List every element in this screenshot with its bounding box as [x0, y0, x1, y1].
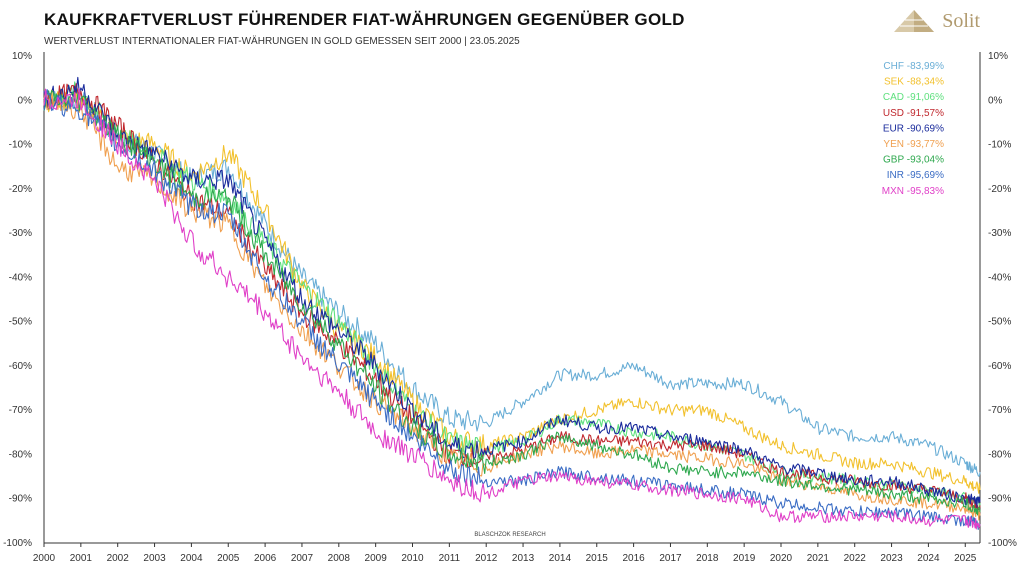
- y-tick-label-right: -70%: [988, 405, 1011, 416]
- x-tick-label: 2017: [659, 553, 682, 564]
- y-tick-label-right: 0%: [988, 95, 1003, 106]
- x-tick-label: 2022: [844, 553, 867, 564]
- y-tick-label-right: 10%: [988, 51, 1008, 62]
- y-tick-label-right: -30%: [988, 228, 1011, 239]
- x-tick-label: 2003: [143, 553, 166, 564]
- x-tick-label: 2020: [770, 553, 793, 564]
- x-tick-label: 2011: [439, 553, 461, 564]
- legend-item-yen: YEN -93,77%: [883, 139, 944, 150]
- y-tick-label-left: 0%: [18, 95, 33, 106]
- x-tick-label: 2009: [365, 553, 388, 564]
- x-tick-label: 2008: [328, 553, 351, 564]
- legend-item-chf: CHF -83,99%: [883, 61, 944, 72]
- x-tick-label: 2005: [217, 553, 240, 564]
- x-tick-label: 2006: [254, 553, 277, 564]
- y-tick-label-left: -50%: [9, 317, 32, 328]
- y-tick-label-right: -90%: [988, 494, 1011, 505]
- legend-item-inr: INR -95,69%: [887, 170, 944, 181]
- legend-item-sek: SEK -88,34%: [884, 77, 944, 88]
- x-tick-label: 2015: [586, 553, 609, 564]
- x-tick-label: 2014: [549, 553, 572, 564]
- x-tick-label: 2002: [107, 553, 130, 564]
- chart-subtitle: WERTVERLUST INTERNATIONALER FIAT-WÄHRUNG…: [44, 36, 520, 47]
- y-tick-label-left: -70%: [9, 405, 32, 416]
- x-tick-label: 2023: [880, 553, 903, 564]
- y-tick-label-left: -60%: [9, 361, 32, 372]
- legend-item-usd: USD -91,57%: [883, 108, 944, 119]
- y-tick-label-left: -90%: [9, 494, 32, 505]
- series-line-cad: [43, 81, 981, 509]
- x-tick-label: 2000: [33, 553, 56, 564]
- chart-title: KAUFKRAFTVERLUST FÜHRENDER FIAT-WÄHRUNGE…: [44, 10, 685, 29]
- x-tick-label: 2004: [180, 553, 203, 564]
- y-tick-label-right: -40%: [988, 272, 1011, 283]
- series-lines: [43, 76, 981, 530]
- legend-item-cad: CAD -91,06%: [883, 92, 944, 103]
- y-tick-label-right: -100%: [988, 538, 1017, 549]
- x-tick-label: 2025: [954, 553, 977, 564]
- x-tick-label: 2018: [696, 553, 719, 564]
- series-line-mxn: [43, 88, 981, 530]
- series-line-inr: [43, 88, 981, 530]
- series-line-gbp: [43, 90, 981, 516]
- y-tick-label-left: -80%: [9, 449, 32, 460]
- x-tick-label: 2013: [512, 553, 535, 564]
- series-line-sek: [43, 88, 981, 494]
- y-tick-label-right: -20%: [988, 184, 1011, 195]
- x-tick-label: 2021: [807, 553, 830, 564]
- legend: CHF -83,99% SEK -88,34% CAD -91,06% USD -91…: [882, 61, 944, 197]
- series-line-eur: [43, 76, 981, 508]
- y-tick-label-right: -60%: [988, 361, 1011, 372]
- x-tick-label: 2010: [401, 553, 424, 564]
- x-tick-label: 2019: [733, 553, 756, 564]
- y-tick-label-left: -20%: [9, 184, 32, 195]
- x-tick-label: 2012: [475, 553, 498, 564]
- x-tick-label: 2001: [70, 553, 93, 564]
- x-tick-label: 2016: [622, 553, 645, 564]
- source-note: BLASCHZOK RESEARCH: [474, 532, 545, 538]
- legend-item-mxn: MXN -95,83%: [882, 186, 944, 197]
- brand-name: Solit: [942, 9, 980, 32]
- brand-logo: Solit: [892, 8, 980, 34]
- legend-item-gbp: GBP -93,04%: [883, 155, 944, 166]
- y-tick-label-left: -30%: [9, 228, 32, 239]
- x-tick-label: 2024: [917, 553, 940, 564]
- y-tick-label-left: -10%: [9, 140, 32, 151]
- y-tick-label-left: -40%: [9, 272, 32, 283]
- x-tick-label: 2007: [291, 553, 314, 564]
- y-tick-label-right: -10%: [988, 140, 1011, 151]
- y-tick-label-left: -100%: [3, 538, 32, 549]
- axes: 10% 10% 0% 0% -10% -10% -20% -20% -30% -30% -40% -4…: [3, 51, 1017, 564]
- legend-item-eur: EUR -90,69%: [883, 123, 944, 134]
- y-tick-label-right: -80%: [988, 449, 1011, 460]
- series-line-chf: [43, 88, 981, 477]
- pyramid-icon: [894, 10, 935, 32]
- y-tick-label-right: -50%: [988, 317, 1011, 328]
- series-line-usd: [43, 83, 981, 511]
- y-tick-label-left: 10%: [12, 51, 32, 62]
